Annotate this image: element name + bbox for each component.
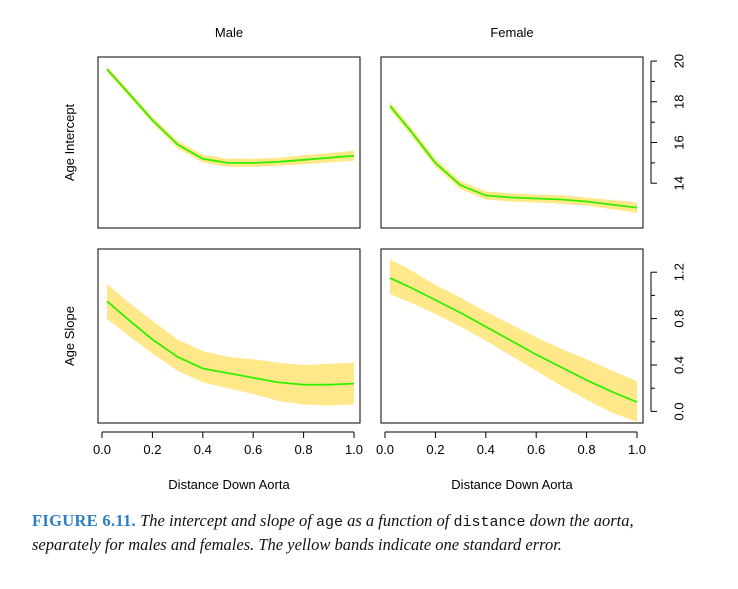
- x-tick-label-4: 0.2: [426, 442, 444, 457]
- caption-text-2: as a function of: [342, 511, 454, 530]
- caption-code-age: age: [315, 514, 343, 531]
- y-tick-label-2: 18: [671, 95, 686, 109]
- figure-caption: FIGURE 6.11. The intercept and slope of …: [32, 510, 702, 556]
- se-band-1: [107, 66, 354, 167]
- fit-line-4: [389, 277, 638, 403]
- x-tick-label-4: 1.0: [628, 442, 646, 457]
- y-tick-label-4: 0.4: [671, 356, 686, 374]
- fit-line-2: [389, 105, 638, 209]
- figure-panels: Male Age Intercept Female 14 16 18 20 Age Slope…: [62, 25, 686, 492]
- se-band-2: [390, 101, 637, 213]
- fit-line-1: [106, 68, 355, 164]
- caption-code-distance: distance: [453, 514, 526, 531]
- x-tick-label-4: 0.8: [578, 442, 596, 457]
- y-axis-label-1: Age Intercept: [62, 103, 77, 181]
- column-title-1: Male: [215, 25, 243, 40]
- x-tick-label-4: 0.4: [477, 442, 495, 457]
- panel-frame-4: [380, 248, 644, 424]
- y-tick-label-2: 16: [671, 135, 686, 149]
- se-band-4: [390, 259, 637, 422]
- x-tick-label-3: 1.0: [345, 442, 363, 457]
- x-tick-label-4: 0.0: [376, 442, 394, 457]
- se-band-3: [107, 283, 354, 406]
- y-tick-label-2: 20: [671, 54, 686, 68]
- x-tick-label-3: 0.4: [194, 442, 212, 457]
- y-tick-label-4: 0.8: [671, 310, 686, 328]
- x-tick-label-3: 0.0: [93, 442, 111, 457]
- y-axis-label-3: Age Slope: [62, 306, 77, 366]
- x-tick-label-3: 0.6: [244, 442, 262, 457]
- y-tick-label-4: 0.0: [671, 402, 686, 420]
- x-tick-label-3: 0.2: [143, 442, 161, 457]
- x-tick-label-3: 0.8: [295, 442, 313, 457]
- column-title-2: Female: [490, 25, 533, 40]
- panel-frame-2: [380, 56, 644, 229]
- caption-text-1: The intercept and slope of: [136, 511, 316, 530]
- figure-label: FIGURE 6.11.: [32, 511, 136, 530]
- y-tick-label-4: 1.2: [671, 263, 686, 281]
- fit-line-3: [106, 300, 355, 386]
- panel-frame-3: [97, 248, 361, 424]
- x-axis-label-3: Distance Down Aorta: [168, 477, 290, 492]
- y-tick-label-2: 14: [671, 176, 686, 190]
- x-tick-label-4: 0.6: [527, 442, 545, 457]
- x-axis-label-4: Distance Down Aorta: [451, 477, 573, 492]
- panel-frame-1: [97, 56, 361, 229]
- caption-text-3: down the aorta, separately for males and…: [32, 511, 634, 554]
